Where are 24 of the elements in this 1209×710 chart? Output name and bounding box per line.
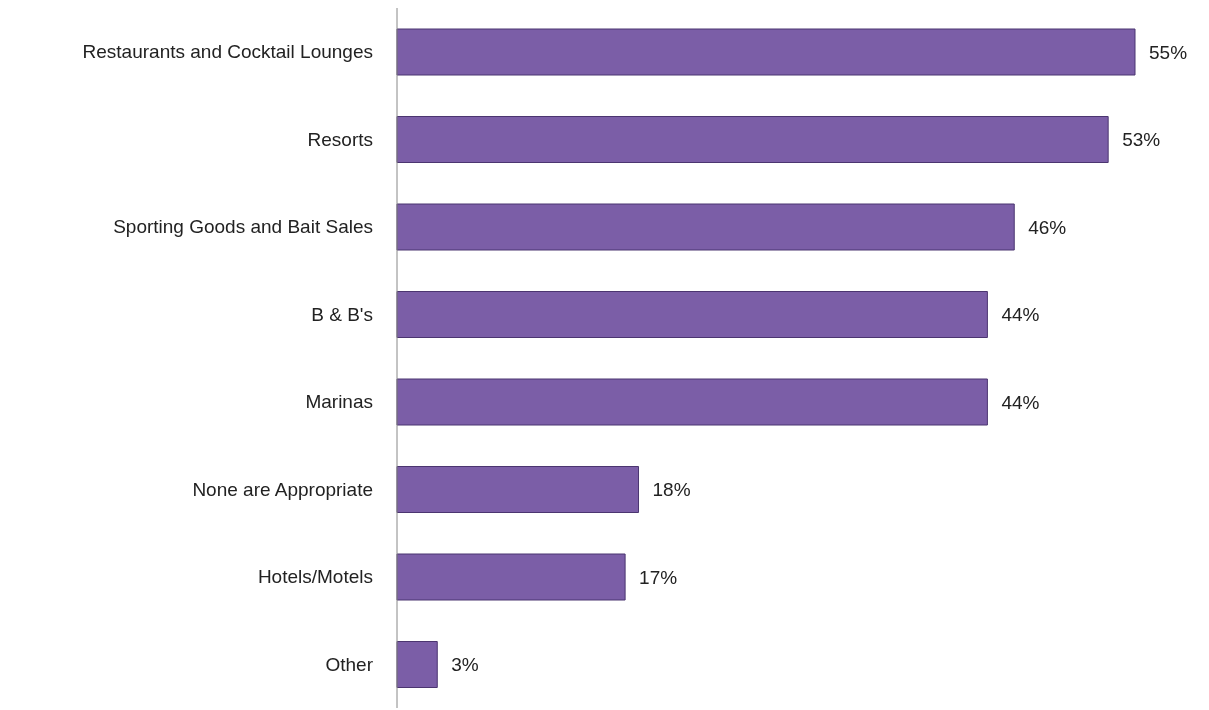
data-label: 55% bbox=[1149, 41, 1188, 63]
bar bbox=[396, 28, 1136, 76]
data-label: 17% bbox=[639, 566, 678, 588]
data-label: 46% bbox=[1028, 216, 1067, 238]
y-tick-label: None are Appropriate bbox=[192, 478, 373, 500]
data-label: 44% bbox=[1001, 391, 1040, 413]
data-label: 44% bbox=[1001, 304, 1040, 326]
bar bbox=[396, 203, 1015, 251]
data-label: 18% bbox=[652, 479, 691, 501]
y-tick-label: B & B's bbox=[311, 303, 373, 325]
y-tick-label: Hotels/Motels bbox=[257, 566, 373, 588]
y-tick-label: Sporting Goods and Bait Sales bbox=[113, 216, 373, 238]
bar bbox=[396, 116, 1109, 163]
bar bbox=[396, 466, 640, 513]
y-tick-label: Marinas bbox=[305, 391, 373, 413]
bar bbox=[396, 378, 988, 426]
bar bbox=[396, 641, 438, 688]
bar bbox=[396, 291, 988, 338]
bar bbox=[396, 553, 626, 601]
y-tick-label: Resorts bbox=[307, 128, 373, 150]
y-tick-label: Restaurants and Cocktail Lounges bbox=[82, 41, 373, 63]
data-label: 3% bbox=[451, 654, 479, 676]
y-tick-label: Other bbox=[325, 653, 374, 675]
data-label: 53% bbox=[1122, 129, 1161, 151]
